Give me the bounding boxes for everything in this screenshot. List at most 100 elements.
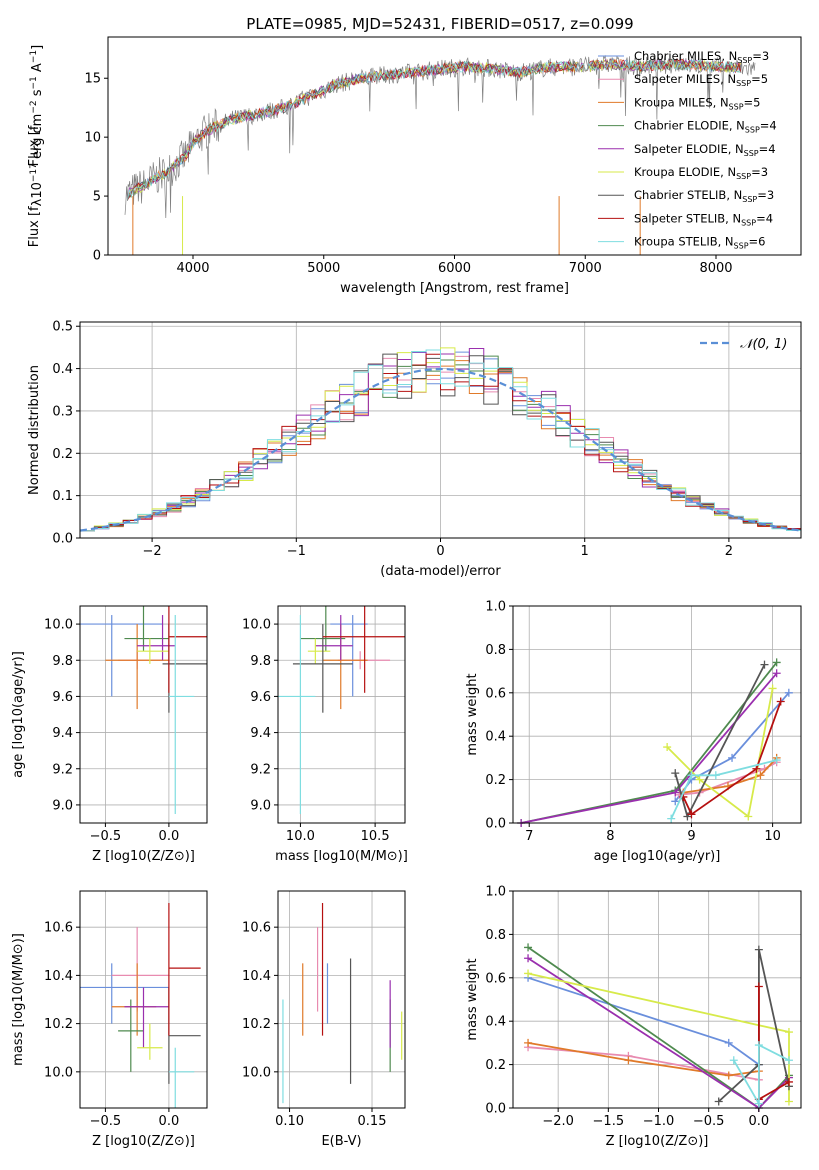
mass-weight-marker	[663, 743, 672, 752]
x-tick-label: 2	[725, 544, 733, 559]
mass-weight-marker	[624, 1056, 633, 1065]
y-tick-label: 9.8	[250, 654, 271, 669]
y-axis-label: Normed distribution	[27, 365, 42, 495]
y-tick-label: 9.4	[250, 726, 271, 741]
y-tick-label: 1.0	[485, 885, 506, 900]
y-tick-label: 9.4	[52, 726, 73, 741]
legend-count: =4	[760, 119, 777, 133]
residual-histogram-panel: −2 −1 0 1 2 0.0 0.1 0.2 0.3 0.4 0.5 (data-model)/er…	[27, 320, 802, 579]
legend-subscript: SSP	[741, 218, 756, 227]
mass-weight-marker	[687, 771, 696, 780]
mass-vs-metallicity-panel: −0.5 0.0 10.0 10.2 10.4 10.6 Z [log10(Z/Z⊙)] ma…	[11, 890, 208, 1149]
x-tick-label: −2.0	[542, 1114, 574, 1129]
model-spectrum-line	[127, 57, 741, 200]
legend-series-name: Salpeter ELODIE, N	[634, 142, 744, 156]
y-axis-label: mass weight	[465, 673, 480, 755]
axes-frame	[512, 890, 802, 1109]
mass-weight-marker	[724, 1038, 733, 1047]
mass-weight-line	[666, 688, 774, 819]
mass-weight-marker	[784, 1028, 793, 1037]
x-tick-label: −1	[287, 544, 306, 559]
y-tick-label: 0.2	[485, 1058, 506, 1073]
y-axis-label-part: −2	[29, 100, 39, 113]
x-tick-label: 7000	[569, 261, 602, 276]
legend-count: =3	[752, 49, 769, 63]
y-axis-label-part: 10	[30, 182, 45, 199]
y-axis-label-part: Flux [f	[27, 206, 42, 247]
y-tick-label: 0.2	[52, 447, 73, 462]
x-tick-label: 0	[436, 544, 444, 559]
figure-title: PLATE=0985, MJD=52431, FIBERID=0517, z=0…	[246, 15, 633, 33]
mass-weight-line	[670, 759, 777, 820]
mass-weight-line	[682, 701, 782, 816]
y-tick-label: 9.0	[52, 798, 73, 813]
y-tick-label: 0.0	[485, 817, 506, 832]
legend-subscript: SSP	[744, 149, 759, 158]
mass-weight-vs-metallicity-panel: −2.0 −1.5 −1.0 −0.5 0.0 0.0 0.2 0.4 0.6 0.8 1.0 Z […	[465, 885, 802, 1149]
mass-weight-line	[683, 757, 778, 794]
x-axis-label: wavelength [Angstrom, rest frame]	[340, 281, 569, 296]
legend-label: Kroupa ELODIE, NSSP=3	[634, 165, 768, 181]
legend-count: =4	[759, 142, 776, 156]
mass-weight-marker	[671, 797, 680, 806]
y-tick-label: 0.4	[485, 1015, 506, 1030]
mass-weight-marker	[784, 688, 793, 697]
x-axis-label: Z [log10(Z/Z⊙)]	[92, 849, 195, 864]
residual-histogram-step	[80, 349, 801, 532]
y-tick-label: 9.6	[250, 690, 271, 705]
legend-label: Chabrier STELIB, NSSP=3	[634, 188, 774, 204]
x-tick-label: 8000	[699, 261, 732, 276]
y-axis-label-part: −1	[29, 76, 39, 89]
x-tick-label: 4000	[176, 261, 209, 276]
y-tick-label: 10.2	[44, 1017, 73, 1032]
mass-weight-marker	[754, 1099, 763, 1108]
y-tick-label: 10.0	[242, 618, 271, 633]
x-tick-label: 6000	[438, 261, 471, 276]
mass-weight-marker	[754, 945, 763, 954]
x-axis-label: Z [log10(Z/Z⊙)]	[606, 1134, 709, 1149]
mass-weight-marker	[756, 771, 765, 780]
y-tick-label: 0.2	[485, 773, 506, 788]
y-tick-label: 0	[93, 249, 101, 264]
x-tick-label: −0.5	[90, 1114, 122, 1129]
legend-label: Kroupa STELIB, NSSP=6	[634, 235, 765, 251]
x-tick-label: 10	[764, 829, 781, 844]
age-vs-mass-panel: 10.0 10.5 9.0 9.2 9.4 9.6 9.8 10.0 mass [log10(M…	[242, 605, 408, 864]
x-tick-label: 8	[606, 829, 614, 844]
mass-weight-marker	[695, 775, 704, 784]
y-axis-label-part: A	[30, 63, 45, 76]
y-axis-label: Flux [f	[27, 125, 42, 166]
mass-weight-marker	[772, 756, 781, 765]
legend-subscript: SSP	[745, 126, 760, 135]
x-tick-label: 10.5	[361, 829, 390, 844]
y-axis-label-part: s	[30, 89, 45, 100]
y-tick-label: 10.0	[242, 1065, 271, 1080]
mass-weight-marker	[683, 812, 692, 821]
x-tick-label: 1	[581, 544, 589, 559]
axes-frame	[79, 605, 208, 824]
legend-series-name: Kroupa ELODIE, N	[634, 165, 736, 179]
mass-weight-line	[733, 1043, 790, 1108]
legend-label: Kroupa MILES, NSSP=5	[634, 95, 760, 111]
y-axis-label-part: −17	[29, 163, 39, 182]
y-tick-label: 0.4	[485, 730, 506, 745]
legend-subscript: SSP	[737, 56, 752, 65]
mass-weight-marker	[776, 697, 785, 706]
x-tick-label: 10.0	[286, 829, 315, 844]
y-tick-label: 0.8	[485, 928, 506, 943]
x-tick-label: 0.0	[749, 1114, 770, 1129]
legend-series-name: Chabrier MILES, N	[634, 49, 737, 63]
y-tick-label: 10.0	[44, 618, 73, 633]
y-tick-label: 9.8	[52, 654, 73, 669]
legend-label: 𝒩(0, 1)	[740, 337, 787, 352]
mass-weight-marker	[687, 810, 696, 819]
y-tick-label: 10.4	[242, 969, 271, 984]
mass-weight-marker	[524, 969, 533, 978]
spectrum-panel: 4000 5000 6000 7000 8000 0 5 10 15 wavelength [An…	[27, 36, 802, 296]
normal-distribution-curve	[79, 367, 802, 532]
y-axis-label-part: erg cm	[30, 114, 45, 163]
y-tick-label: 9.2	[250, 762, 271, 777]
mass-weight-marker	[728, 753, 737, 762]
legend-series-name: Chabrier STELIB, N	[634, 188, 742, 202]
